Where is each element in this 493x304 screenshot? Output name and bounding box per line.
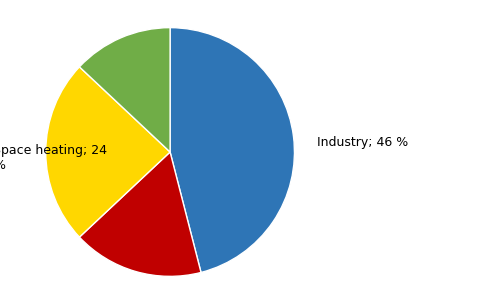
Text: Industry; 46 %: Industry; 46 % bbox=[317, 136, 408, 149]
Wedge shape bbox=[46, 67, 170, 237]
Wedge shape bbox=[79, 152, 201, 276]
Wedge shape bbox=[170, 28, 294, 272]
Text: Space heating; 24
%: Space heating; 24 % bbox=[0, 144, 107, 172]
Wedge shape bbox=[79, 28, 170, 152]
